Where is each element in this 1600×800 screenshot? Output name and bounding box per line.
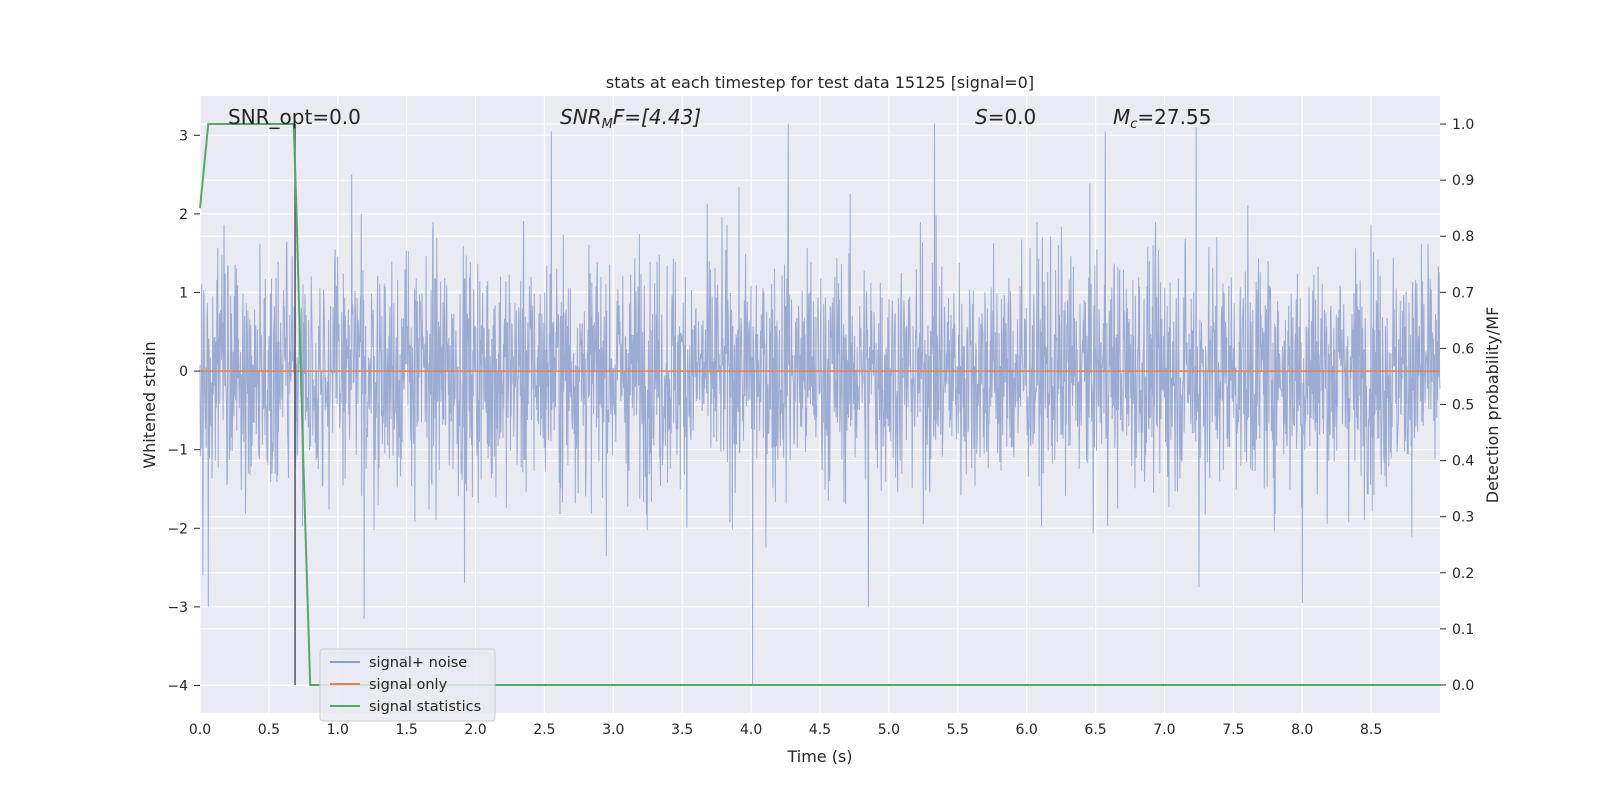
x-tick-label: 0.5 (258, 722, 280, 738)
y2-tick-label: 0.1 (1452, 622, 1474, 638)
y-axis-label: Whitened strain (140, 341, 159, 468)
x-tick-label: 3.5 (671, 722, 693, 738)
y-tick-label: −2 (167, 521, 188, 537)
signal-statistics-line (199, 123, 1440, 686)
x-tick-label: 0.0 (189, 722, 211, 738)
x-tick-label: 2.0 (464, 722, 486, 738)
x-tick-label: 8.5 (1360, 722, 1382, 738)
y2-tick-label: 0.6 (1452, 341, 1474, 357)
y2-tick-label: 0.4 (1452, 454, 1474, 470)
y2-tick-label: 0.3 (1452, 510, 1474, 526)
y2-tick-label: 0.0 (1452, 678, 1474, 694)
y2-tick-label: 1.0 (1452, 117, 1474, 133)
x-tick-label: 1.0 (327, 722, 349, 738)
legend: signal+ noise signal only signal statist… (319, 648, 496, 722)
x-tick-label: 7.0 (1153, 722, 1175, 738)
legend-label-signal-only: signal only (369, 677, 448, 693)
series-signal-noise (199, 123, 1441, 686)
signal-noise-line (199, 123, 1441, 686)
y2-tick-label: 0.9 (1452, 173, 1474, 189)
y2-ticks: 1.0 0.9 0.8 0.7 0.6 0.5 0.4 0.3 0.2 0.1 0.0 (1440, 117, 1474, 694)
y-tick-label: 3 (179, 128, 188, 144)
x-tick-label: 8.0 (1291, 722, 1313, 738)
legend-label-signal-statistics: signal statistics (369, 699, 481, 715)
x-tick-label: 2.5 (533, 722, 555, 738)
x-tick-label: 1.5 (396, 722, 418, 738)
x-tick-label: 4.0 (740, 722, 762, 738)
x-tick-label: 4.5 (809, 722, 831, 738)
y-tick-label: 1 (179, 285, 188, 301)
y2-tick-label: 0.8 (1452, 229, 1474, 245)
legend-label-signal-noise: signal+ noise (369, 655, 467, 671)
y2-tick-label: 0.7 (1452, 285, 1474, 301)
x-axis-label: Time (s) (786, 747, 852, 766)
x-tick-label: 3.0 (602, 722, 624, 738)
y-ticks: 3 2 1 0 −1 −2 −3 −4 (167, 128, 200, 694)
x-tick-label: 7.5 (1222, 722, 1244, 738)
y2-axis-label: Detection probability/MF (1483, 307, 1502, 504)
y2-tick-label: 0.2 (1452, 566, 1474, 582)
x-tick-label: 6.5 (1084, 722, 1106, 738)
y-tick-label: −1 (167, 443, 188, 459)
series-lines (199, 123, 1440, 686)
annotation-snr-opt: SNR_opt=0.0 (228, 105, 361, 129)
x-tick-label: 5.0 (878, 722, 900, 738)
x-tick-label: 5.5 (947, 722, 969, 738)
y2-tick-label: 0.5 (1452, 398, 1474, 414)
annotation-snr-mf: SNRMF=[4.43] (560, 105, 701, 132)
annotation-s: S=0.0 (975, 105, 1036, 129)
x-tick-label: 6.0 (1016, 722, 1038, 738)
chart-title: stats at each timestep for test data 151… (606, 73, 1034, 92)
y-tick-label: −4 (167, 678, 188, 694)
x-ticks: 0.0 0.5 1.0 1.5 2.0 2.5 3.0 3.5 4.0 4.5 5.0 5.5 6.0 6… (189, 722, 1382, 738)
y-tick-label: 2 (179, 207, 188, 223)
annotation-mc: Mc=27.55 (1113, 105, 1211, 132)
legend-box (319, 648, 496, 722)
y-tick-label: 0 (179, 364, 188, 380)
y-tick-label: −3 (167, 600, 188, 616)
